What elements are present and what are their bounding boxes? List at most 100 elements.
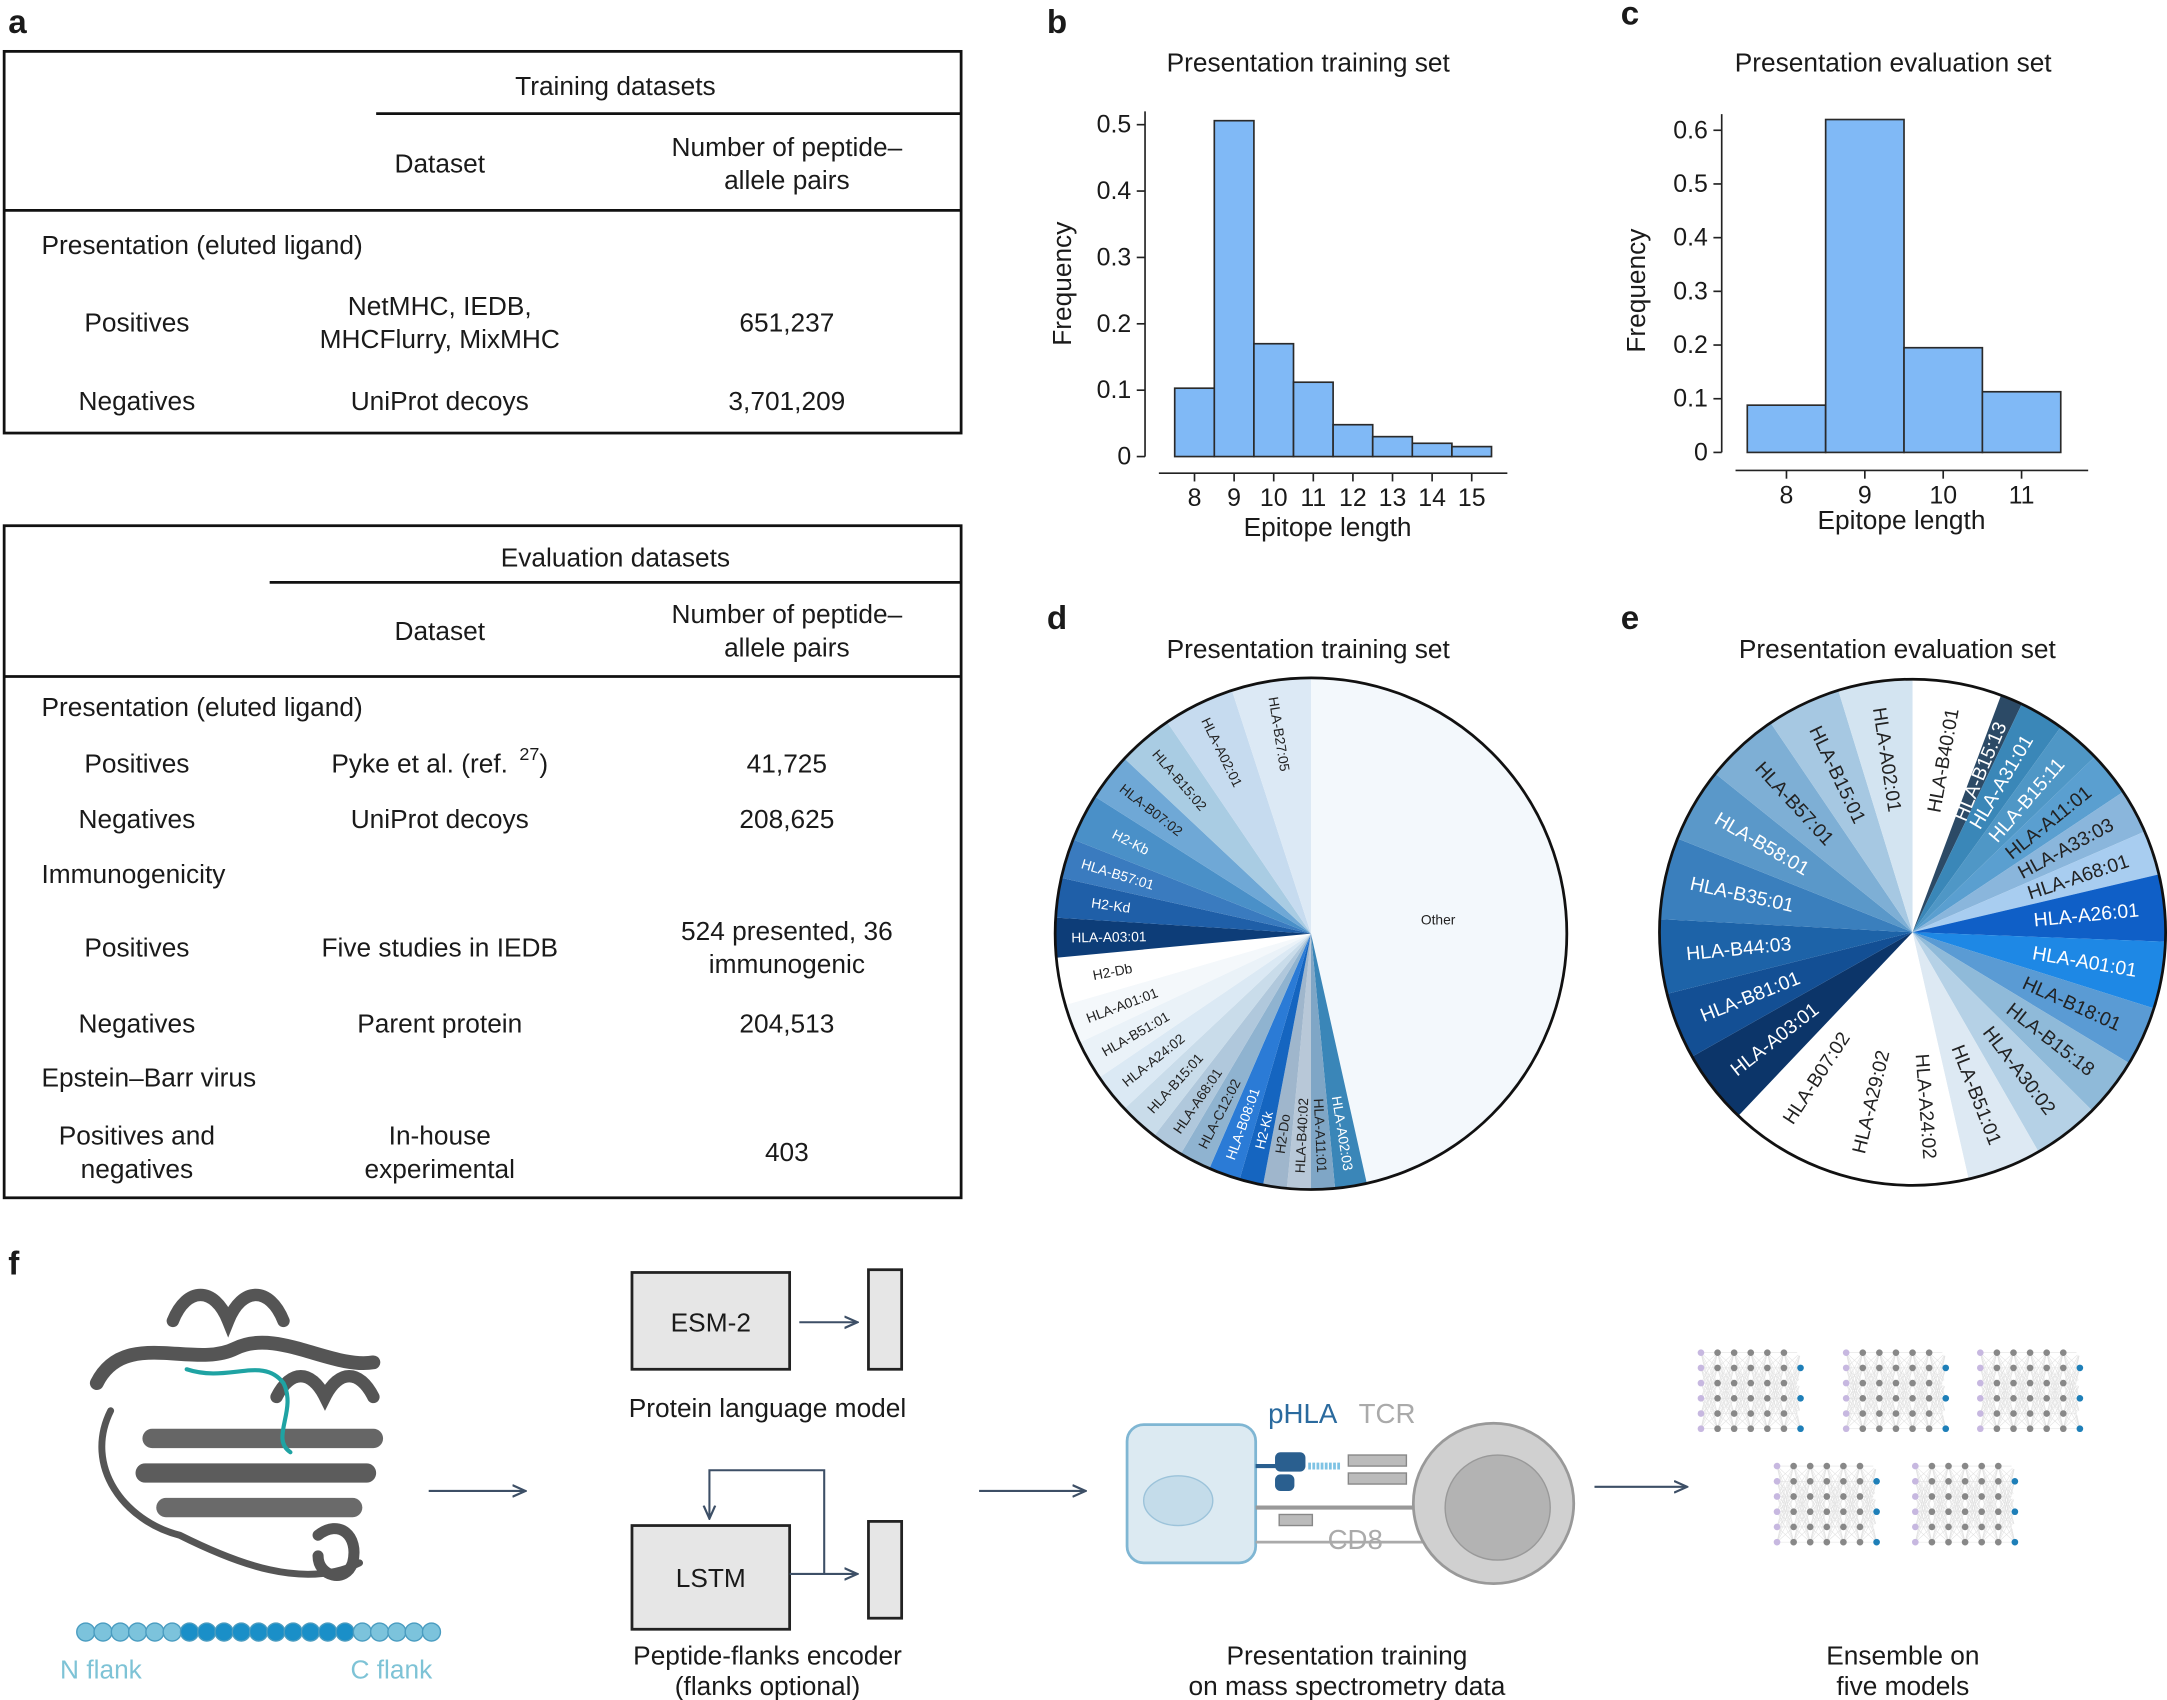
slice-label: HLA-A03:01 [1071,928,1146,945]
bead [179,1622,200,1642]
net-edge [1783,1352,1801,1429]
net-edge [2013,1352,2031,1384]
net-edge [1767,1367,1785,1429]
y-tick-label: 0.6 [1673,116,1708,144]
net-edge [1809,1481,1828,1543]
dataset-cell: Pyke et al. (ref. 27) [331,744,548,779]
net-edge [1980,1413,1998,1429]
net-node [1892,1410,1900,1417]
net-edge [1895,1413,1913,1429]
bar [1746,404,1827,454]
net-node [1856,1523,1864,1531]
net-edge [1915,1466,1933,1543]
net-node [2076,1425,2084,1433]
net-edge [1912,1398,1930,1429]
x-axis-label: Epitope length [1244,512,1412,542]
net-node [1764,1425,1771,1433]
net-node [1993,1379,2001,1387]
net-edge [1733,1352,1752,1399]
net-edge [1859,1465,1877,1497]
net-edge [1928,1383,1946,1429]
net-node [1823,1493,1831,1500]
net-node [1976,1364,1984,1372]
net-edge [1948,1496,1966,1543]
pie-slice [1912,704,2061,933]
row-label: Positives [84,307,189,337]
net-node [1859,1410,1867,1417]
net-node [1978,1523,1986,1531]
y-tick-label: 0.2 [1097,310,1132,338]
net-edge [2046,1413,2064,1429]
pie-slice [1770,690,1913,933]
net-edge [1793,1465,1811,1497]
y-tick-label: 0.3 [1673,277,1708,305]
net-edge [1826,1526,1844,1543]
net-node [1961,1462,1969,1470]
net-edge [1862,1413,1880,1429]
net-edge [1928,1352,1946,1384]
phla-label: pHLA [1268,1398,1338,1429]
net-edge [1981,1465,1999,1512]
net-edge [1912,1352,1930,1414]
net-node [1892,1349,1900,1357]
net-edge [1928,1352,1946,1369]
net-edge [1845,1383,1864,1429]
net-node [1806,1462,1814,1470]
net-node [1697,1410,1705,1417]
embedding-box [867,1268,904,1371]
net-node [1945,1538,1952,1546]
bead [76,1622,96,1642]
column-header: Dataset [394,148,485,178]
bead [127,1622,148,1642]
encoder-caption: (flanks optional) [675,1671,860,1700]
net-edge [2063,1413,2081,1429]
esm-label: ESM-2 [671,1307,751,1337]
net-edge [1859,1465,1877,1482]
net-edge [2046,1352,2064,1429]
net-edge [1948,1466,1966,1543]
net-edge [2029,1352,2047,1414]
net-node [1994,1538,2002,1546]
net-node [1806,1477,1814,1485]
net-node [1909,1410,1916,1417]
net-node [1856,1477,1864,1485]
net-edge [1980,1352,1998,1369]
net-node [1714,1379,1721,1387]
bead [214,1622,234,1642]
net-edge [1862,1367,1880,1429]
net-edge [1948,1466,1966,1528]
net-edge [1809,1466,1828,1543]
net-edge [1964,1526,1982,1543]
net-edge [2046,1352,2064,1369]
net-edge [1826,1496,1844,1543]
row-label: Negatives [79,804,196,834]
net-node [1942,1394,1950,1402]
net-node [1945,1523,1952,1531]
x-tick-label: 9 [1227,484,1241,512]
net-edge [1750,1352,1768,1369]
net-edge [1700,1352,1718,1429]
panel-label: f [8,1246,20,1283]
pie-slice [1912,932,2166,1009]
net-edge [1998,1526,2016,1543]
net-node [1942,1349,1950,1357]
pie-slice [1167,690,1311,934]
net-node [1697,1364,1705,1372]
net-edge [1981,1526,1999,1543]
net-edge [1750,1413,1768,1429]
net-node [2076,1349,2084,1357]
dataset-cell: UniProt decoys [351,386,529,416]
net-edge [1750,1398,1768,1429]
net-node [1911,1538,1919,1546]
net-node [1842,1379,1850,1387]
bar [1451,445,1493,458]
net-node [1823,1477,1831,1485]
bar [1253,342,1295,458]
net-node [1961,1477,1969,1485]
table-frame [2,524,963,1200]
pie-slice [1912,727,2095,933]
net-node [1911,1462,1919,1470]
net-edge [1845,1352,1864,1399]
net-edge [1793,1496,1811,1543]
row-label: Positives and [59,1121,215,1151]
